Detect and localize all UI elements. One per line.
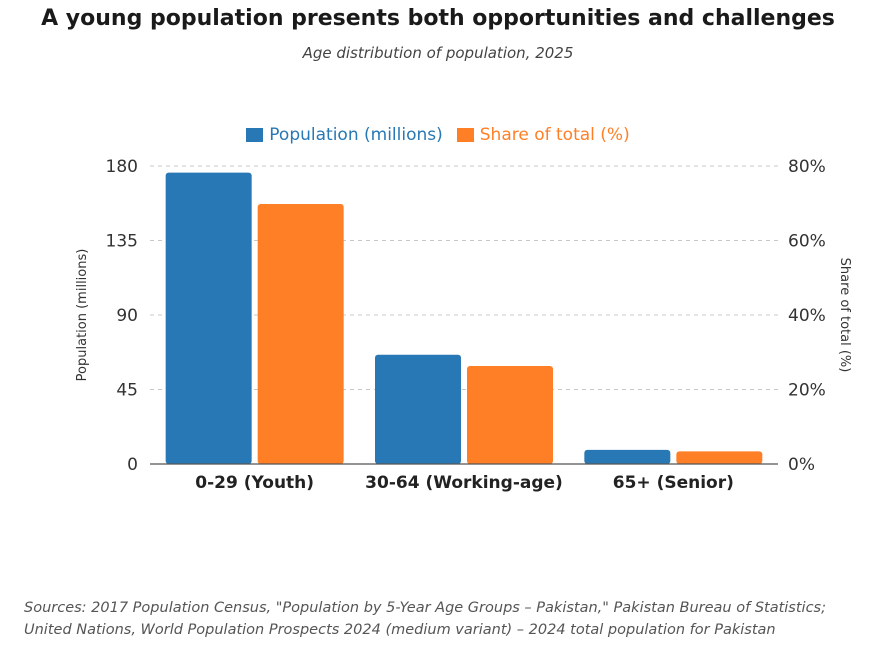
y-right-tick-label: 40% <box>788 306 826 326</box>
chart-subtitle: Age distribution of population, 2025 <box>302 44 574 62</box>
bar-share <box>257 203 344 464</box>
bar-share <box>467 366 553 464</box>
y-left-tick-label: 180 <box>106 157 138 177</box>
x-tick-label: 65+ (Senior) <box>613 473 734 493</box>
y-left-tick-label: 90 <box>116 306 138 326</box>
legend-swatch-share <box>456 128 474 142</box>
legend-label-share: Share of total (%) <box>479 125 630 145</box>
y-left-tick-label: 135 <box>106 232 138 252</box>
y-right-tick-label: 0% <box>788 455 815 475</box>
legend: Population (millions) Share of total (%) <box>0 125 876 145</box>
x-tick-label: 30-64 (Working-age) <box>365 473 563 493</box>
bar-population <box>375 354 461 464</box>
sources-note: Sources: 2017 Population Census, "Popula… <box>24 597 864 641</box>
y-left-axis-label: Population (millions) <box>75 249 90 382</box>
y-left-tick-label: 45 <box>116 381 138 401</box>
y-right-tick-label: 60% <box>788 232 826 252</box>
legend-item-population[interactable]: Population (millions) <box>246 125 443 145</box>
bar-population <box>165 172 252 464</box>
y-right-tick-label: 20% <box>788 381 826 401</box>
legend-swatch-population <box>246 128 264 142</box>
source-line-1: Sources: 2017 Population Census, "Popula… <box>24 600 826 616</box>
bar-population <box>584 449 671 464</box>
bar-share <box>676 451 763 464</box>
chart-title: A young population presents both opportu… <box>41 6 835 31</box>
legend-label-population: Population (millions) <box>269 125 443 145</box>
y-right-axis-label: Share of total (%) <box>837 258 852 373</box>
y-left-tick-label: 0 <box>127 455 138 475</box>
x-tick-label: 0-29 (Youth) <box>195 473 314 493</box>
y-right-tick-label: 80% <box>788 157 826 177</box>
source-line-2: United Nations, World Population Prospec… <box>24 622 776 638</box>
legend-item-share[interactable]: Share of total (%) <box>456 125 630 145</box>
